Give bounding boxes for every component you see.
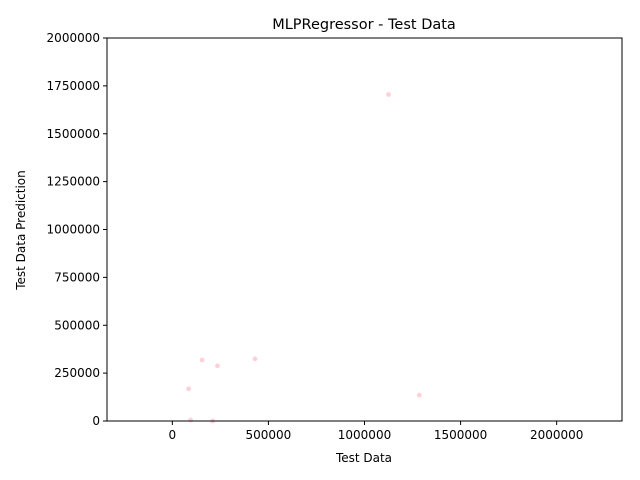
data-point-0 [386,92,391,97]
plot-frame [106,37,623,422]
y-tick-label-8: 2000000 [47,31,100,45]
y-tick-label-0: 0 [92,414,100,428]
data-point-6 [188,417,193,423]
y-tick-label-6: 1500000 [47,127,100,141]
y-tick-label-3: 750000 [54,270,100,284]
x-tick-label-0: 0 [169,428,177,442]
x-tick-label-4: 2000000 [530,428,583,442]
y-axis-ticks: 0 250000 500000 750000 1000000 1250000 1500000… [47,31,107,428]
x-tick-label-3: 1500000 [434,428,487,442]
x-axis-label: Test Data [335,451,392,465]
x-tick-label-1: 500000 [246,428,292,442]
y-tick-label-2: 500000 [54,318,100,332]
data-point-5 [416,392,422,398]
y-tick-label-7: 1750000 [47,79,100,93]
y-tick-label-4: 1000000 [47,223,100,237]
x-axis-ticks: 0 500000 1000000 1500000 2000000 [169,421,583,442]
data-point-4 [186,386,192,392]
data-point-2 [199,357,205,363]
data-point-1 [252,356,258,362]
chart-title: MLPRegressor - Test Data [272,17,456,33]
data-point-3 [215,363,220,369]
x-tick-label-2: 1000000 [338,428,391,442]
y-tick-label-5: 1250000 [47,175,100,189]
y-axis-label: Test Data Prediction [14,170,28,291]
points-layer [186,92,422,424]
y-tick-label-1: 250000 [54,366,100,380]
